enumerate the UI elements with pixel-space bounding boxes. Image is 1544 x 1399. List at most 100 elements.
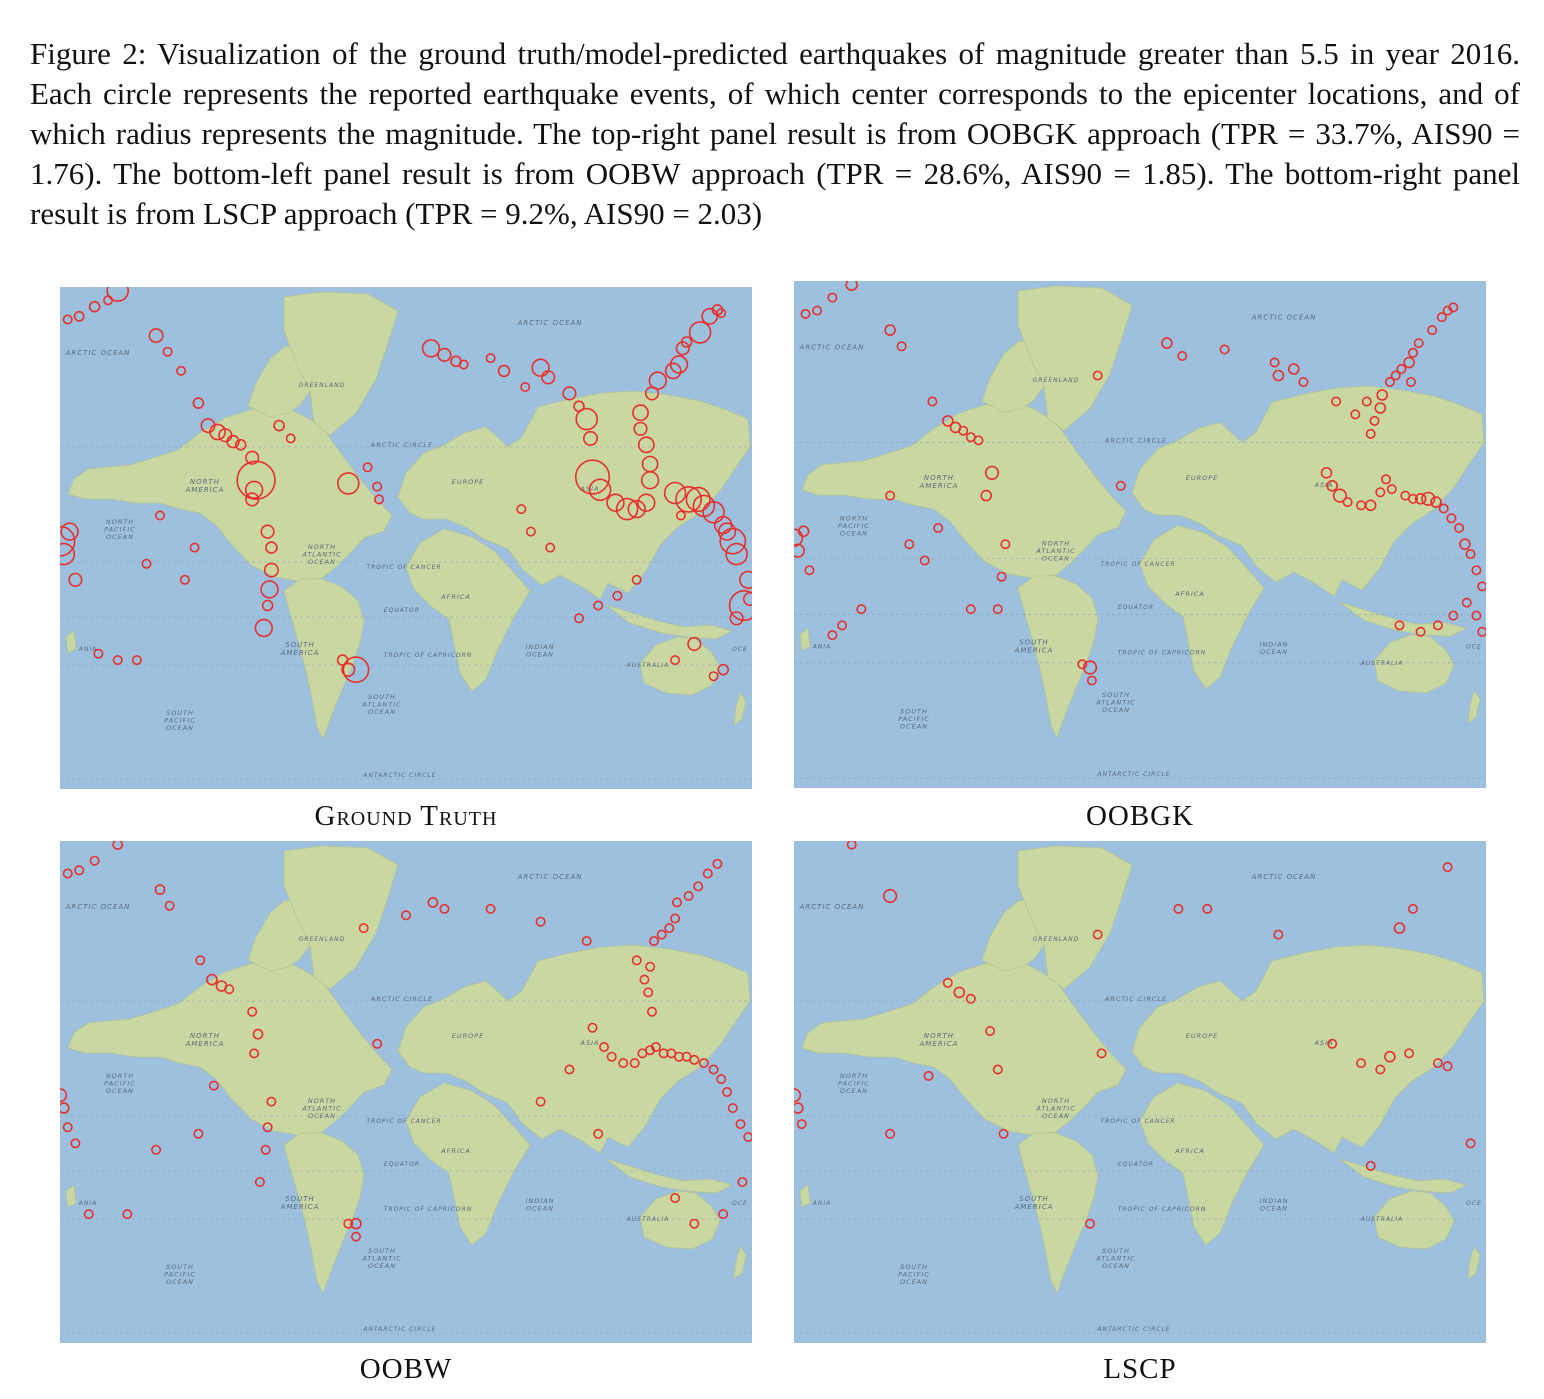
earthquake-marker: [209, 423, 226, 441]
map-label-australia: AUSTRALIA: [1360, 660, 1403, 667]
earthquake-marker: [1342, 497, 1353, 508]
earthquake-marker: [927, 396, 938, 407]
earthquake-marker: [670, 913, 681, 924]
earthquake-marker: [112, 655, 123, 666]
earthquake-marker: [689, 1218, 700, 1229]
earthquake-marker: [88, 300, 101, 313]
earthquake-marker: [164, 900, 175, 911]
earthquake-marker: [1096, 1048, 1107, 1059]
earthquake-marker: [673, 1051, 684, 1062]
earthquake-marker: [261, 599, 274, 612]
earthquake-marker: [545, 542, 556, 553]
earthquake-marker: [541, 370, 556, 385]
map-label-equator: EQUATOR: [1118, 1161, 1154, 1168]
map-label-oceania-right: OCE: [732, 1200, 748, 1207]
earthquake-marker: [693, 881, 704, 892]
earthquake-marker: [1161, 337, 1173, 349]
earthquake-marker: [942, 977, 953, 988]
earthquake-marker: [992, 604, 1003, 615]
map-label-arctic-ocean-2: ARCTIC OCEAN: [517, 319, 583, 327]
earthquake-marker: [794, 543, 805, 558]
earthquake-marker: [794, 528, 804, 547]
earthquake-marker: [62, 1122, 73, 1133]
earthquake-marker: [485, 353, 496, 364]
landmass-3: [1017, 845, 1133, 990]
landmass-6: [405, 528, 531, 692]
earthquake-marker: [179, 574, 190, 585]
earthquake-marker: [485, 903, 496, 914]
earthquake-marker: [637, 493, 656, 512]
earthquake-marker: [1405, 377, 1416, 388]
earthquake-marker: [525, 526, 536, 537]
earthquake-marker: [427, 897, 439, 908]
map-label-oceania-right: OCE: [1466, 644, 1482, 651]
earthquake-marker: [535, 916, 546, 927]
earthquake-marker: [688, 321, 712, 344]
earthquake-marker: [342, 656, 370, 684]
earthquake-marker: [1374, 402, 1387, 414]
map-oobgk: ARCTIC OCEAN ARCTIC OCEAN GREENLAND ARCTIC …: [794, 281, 1486, 788]
earthquake-marker: [254, 1176, 265, 1187]
map-label-indian-ocean: INDIAN OCEAN: [525, 1197, 554, 1213]
earthquake-marker: [1421, 491, 1436, 506]
map-label-oceania-left: ANIA: [78, 1200, 97, 1207]
earthquake-marker: [439, 903, 450, 914]
earthquake-marker: [1404, 1048, 1415, 1059]
earthquake-marker: [588, 478, 612, 502]
earthquake-marker: [973, 435, 984, 446]
earthquake-marker: [675, 510, 686, 521]
earthquake-marker: [1477, 581, 1486, 592]
landmass-5: [1131, 944, 1485, 1154]
earthquake-marker: [155, 510, 166, 521]
earthquake-marker: [1390, 370, 1401, 381]
earthquake-marker: [632, 404, 649, 422]
earthquake-marker: [1219, 344, 1230, 355]
panel-oobgk: ARCTIC OCEAN ARCTIC OCEAN GREENLAND ARCTIC …: [794, 281, 1486, 788]
earthquake-marker: [664, 362, 682, 380]
earthquake-marker: [193, 1128, 204, 1139]
earthquake-marker: [587, 1022, 598, 1033]
earthquake-marker: [812, 305, 823, 316]
earthquake-marker: [727, 1103, 738, 1114]
map-ground-truth: ARCTIC OCEAN ARCTIC OCEAN GREENLAND ARCTIC …: [60, 287, 752, 789]
earthquake-marker: [1407, 493, 1418, 504]
earthquake-marker: [83, 1209, 94, 1220]
earthquake-marker: [942, 415, 954, 427]
landmass-9: [799, 1184, 811, 1208]
earthquake-marker: [827, 292, 838, 303]
earthquake-marker: [904, 539, 915, 550]
map-label-europe: EUROPE: [1186, 474, 1219, 482]
earthquake-marker: [1082, 660, 1098, 675]
earthquake-marker: [1298, 377, 1309, 388]
earthquake-marker: [735, 1119, 746, 1130]
landmass-1: [801, 957, 1127, 1136]
map-label-south-atlantic: SOUTH ATLANTIC OCEAN: [1095, 691, 1135, 714]
earthquake-marker: [984, 465, 1000, 480]
earthquake-marker: [637, 436, 655, 454]
earthquake-marker: [1000, 539, 1011, 550]
earthquake-marker: [1448, 610, 1459, 621]
earthquake-marker: [1380, 474, 1391, 485]
landmass-1: [67, 403, 393, 582]
earthquake-marker: [896, 341, 907, 352]
map-label-south-america: SOUTH AMERICA: [280, 1195, 320, 1211]
earthquake-marker: [1361, 396, 1372, 407]
earthquake-marker: [593, 600, 604, 611]
map-label-tropic-cancer: TROPIC OF CANCER: [366, 564, 441, 571]
earthquake-marker: [226, 434, 240, 449]
map-label-south-atlantic: SOUTH ATLANTIC OCEAN: [361, 1247, 401, 1270]
map-label-antarctic-circle: ANTARCTIC CIRCLE: [362, 772, 436, 779]
map-label-oceania-left: ANIA: [78, 646, 97, 653]
earthquake-marker: [1356, 1058, 1367, 1069]
landmass-7: [1373, 634, 1455, 694]
map-label-tropic-capricorn: TROPIC OF CAPRICORN: [1118, 1206, 1207, 1213]
earthquake-marker: [846, 841, 857, 850]
earthquake-marker: [965, 604, 976, 615]
earthquake-marker: [73, 310, 85, 322]
earthquake-marker: [794, 1088, 802, 1103]
map-label-antarctic-circle: ANTARCTIC CIRCLE: [1096, 771, 1170, 778]
panel-oobw: ARCTIC OCEAN ARCTIC OCEAN GREENLAND ARCTIC …: [60, 841, 752, 1343]
landmass-4: [283, 578, 365, 741]
map-label-arctic-ocean-1: ARCTIC OCEAN: [799, 344, 865, 352]
earthquake-marker: [612, 590, 623, 601]
